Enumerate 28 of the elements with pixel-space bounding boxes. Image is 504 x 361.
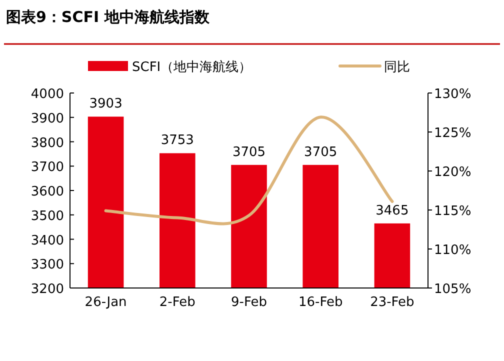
y2-tick-label: 115%	[434, 204, 472, 219]
y-tick-label: 3700	[30, 160, 64, 176]
y-tick-label: 3400	[30, 233, 64, 248]
chart-title: 图表9：SCFI 地中海航线指数	[6, 8, 210, 26]
legend-label: SCFI（地中海航线）	[132, 60, 252, 75]
data-label: 3705	[304, 144, 338, 160]
x-tick-label: 9-Feb	[231, 295, 267, 310]
x-tick-label: 23-Feb	[370, 295, 414, 310]
y2-tick-label: 110%	[434, 243, 472, 258]
data-label: 3903	[89, 96, 122, 112]
y-tick-label: 3300	[30, 258, 64, 273]
y2-tick-label: 125%	[434, 126, 472, 141]
y2-tick-label: 120%	[434, 165, 472, 180]
x-tick-label: 2-Feb	[159, 295, 196, 310]
y-tick-label: 4000	[30, 87, 64, 102]
data-label: 3705	[232, 144, 266, 160]
y-tick-label: 3900	[30, 111, 64, 126]
data-label: 3753	[160, 133, 194, 148]
y2-tick-label: 130%	[434, 87, 472, 102]
x-tick-label: 16-Feb	[298, 295, 343, 310]
y-tick-label: 3600	[30, 184, 64, 200]
y-tick-label: 3800	[30, 136, 64, 151]
y-tick-label: 3200	[30, 282, 64, 297]
y-tick-label: 3500	[30, 208, 64, 224]
y2-tick-label: 105%	[434, 282, 472, 297]
data-label: 3465	[376, 203, 409, 218]
x-tick-label: 26-Jan	[84, 295, 127, 310]
legend-label: 同比	[384, 60, 410, 75]
